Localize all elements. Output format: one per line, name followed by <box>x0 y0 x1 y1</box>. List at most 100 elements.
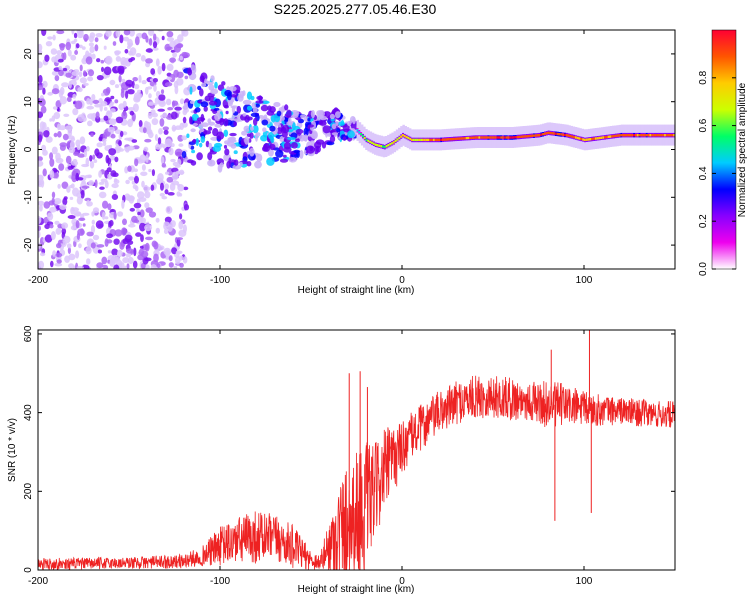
heatmap-cell <box>493 136 495 139</box>
heatmap-cell <box>256 153 263 162</box>
heatmap-cell <box>664 134 667 137</box>
heatmap-cell <box>203 106 208 112</box>
heatmap-cell <box>383 145 386 149</box>
heatmap-cell <box>122 257 130 264</box>
heatmap-cell <box>480 136 483 139</box>
heatmap-cell <box>81 46 86 50</box>
heatmap-cell <box>52 250 56 257</box>
heatmap-cell <box>89 98 93 106</box>
heatmap-cell <box>157 108 165 112</box>
heatmap-cell <box>347 130 355 139</box>
heatmap-cell <box>369 140 372 144</box>
heatmap-cell <box>307 124 314 128</box>
heatmap-cell <box>178 255 184 261</box>
heatmap-cell <box>137 191 145 199</box>
heatmap-cell <box>551 132 554 135</box>
heatmap-cell <box>124 234 133 242</box>
colorbar-tick-label: 0.0 <box>698 262 709 276</box>
heatmap-cell <box>51 115 56 122</box>
heatmap-cell <box>545 132 548 135</box>
heatmap-cell <box>647 134 650 137</box>
heatmap-cell <box>242 113 247 117</box>
x-tick-label: -100 <box>210 576 230 587</box>
heatmap-cell <box>67 49 72 57</box>
y-tick-label: 200 <box>23 483 34 500</box>
heatmap-cell <box>613 134 616 138</box>
heatmap-cell <box>121 199 125 209</box>
heatmap-cell <box>189 116 193 125</box>
heatmap-cell <box>290 142 298 149</box>
heatmap-cell <box>440 138 443 141</box>
heatmap-cell <box>434 138 437 142</box>
heatmap-cell <box>90 224 96 234</box>
heatmap-cell <box>141 164 146 171</box>
heatmap-cell <box>620 134 623 137</box>
heatmap-cell <box>645 134 648 137</box>
heatmap-cell <box>79 77 87 84</box>
heatmap-cell <box>132 184 138 190</box>
heatmap-cell <box>232 164 242 170</box>
heatmap-cell <box>170 111 178 120</box>
heatmap-cell <box>95 220 104 229</box>
heatmap-cell <box>225 110 229 115</box>
heatmap-cell <box>113 264 120 269</box>
heatmap-cell <box>363 136 366 140</box>
heatmap-cell <box>77 31 83 39</box>
heatmap-cell <box>67 215 76 219</box>
heatmap-cell <box>251 102 256 109</box>
heatmap-cell <box>69 196 74 200</box>
heatmap-cell <box>76 196 83 205</box>
heatmap-cell <box>125 79 134 87</box>
heatmap-cell <box>163 228 169 235</box>
heatmap-cell <box>374 143 377 146</box>
heatmap-cell <box>143 146 149 152</box>
heatmap-cell <box>358 131 361 134</box>
heatmap-cell <box>502 136 505 139</box>
spectrogram-y-label: Frequency (Hz) <box>7 116 18 185</box>
heatmap-cell <box>89 161 95 169</box>
heatmap-cell <box>114 84 120 89</box>
heatmap-cell <box>281 131 288 138</box>
heatmap-cell <box>635 134 637 137</box>
heatmap-cell <box>148 93 152 99</box>
heatmap-cell <box>148 168 152 173</box>
heatmap-cell <box>425 138 428 142</box>
heatmap-cell <box>114 129 122 135</box>
heatmap-cell <box>625 134 628 137</box>
heatmap-cell <box>81 180 86 184</box>
heatmap-cell <box>303 127 309 137</box>
heatmap-cell <box>656 134 659 137</box>
heatmap-cell <box>95 111 100 119</box>
heatmap-cell <box>94 179 98 188</box>
heatmap-cell <box>74 50 78 55</box>
heatmap-cell <box>162 126 169 131</box>
heatmap-cell <box>184 75 189 80</box>
heatmap-cell <box>115 56 122 62</box>
heatmap-cell <box>121 111 128 120</box>
snr-y-ticks: 0 200 400 600 <box>23 325 675 573</box>
heatmap-cell <box>236 105 241 114</box>
heatmap-cell <box>260 134 268 142</box>
heatmap-cell <box>109 155 116 161</box>
heatmap-cell <box>52 106 58 110</box>
heatmap-cell <box>110 170 117 177</box>
snr-x-label: Height of straight line (km) <box>298 584 415 595</box>
heatmap-cell <box>303 134 308 142</box>
heatmap-cell <box>171 126 178 131</box>
heatmap-cell <box>178 220 184 230</box>
heatmap-cell <box>84 197 92 202</box>
heatmap-cell <box>256 95 264 101</box>
heatmap-cell <box>318 110 325 118</box>
heatmap-cell <box>82 70 87 77</box>
colorbar-tick-label: 0.6 <box>698 118 709 132</box>
heatmap-cell <box>87 76 94 82</box>
heatmap-cell <box>414 138 417 142</box>
heatmap-cell <box>115 30 121 38</box>
colorbar-gradient <box>712 30 736 269</box>
heatmap-cell <box>88 180 95 186</box>
heatmap-cell <box>76 192 82 198</box>
heatmap-cell <box>636 134 639 137</box>
heatmap-cell <box>407 136 410 140</box>
heatmap-cell <box>176 237 183 241</box>
heatmap-cell <box>195 138 199 146</box>
